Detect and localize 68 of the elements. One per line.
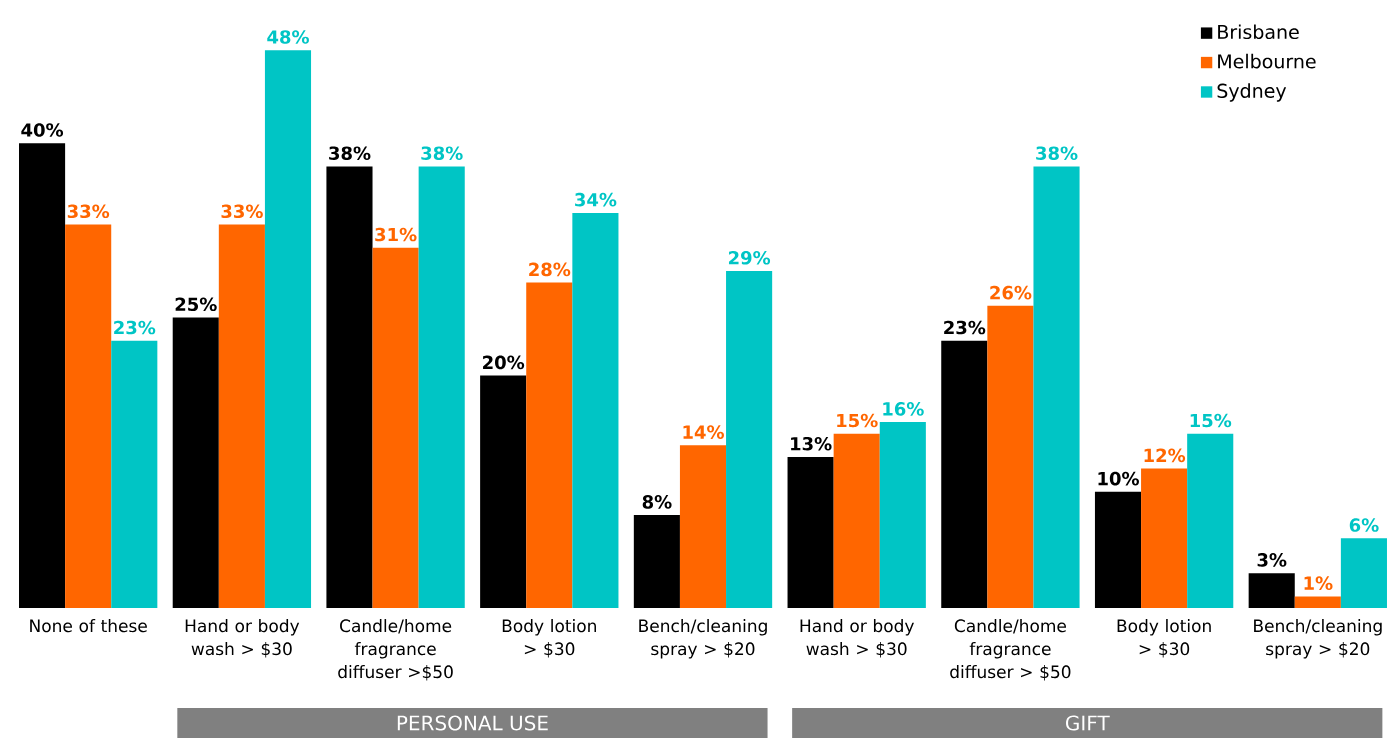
- bar: [480, 375, 527, 608]
- x-tick-label: Candle/home fragrance diffuser > $50: [950, 619, 1071, 681]
- bar: [218, 224, 265, 608]
- data-label: 38%: [421, 146, 463, 160]
- bar: [372, 247, 419, 608]
- bar: [679, 445, 727, 608]
- data-label: 38%: [1036, 146, 1078, 160]
- data-label: 34%: [575, 192, 617, 207]
- x-tick-label: Bench/cleaning spray > $20: [1254, 619, 1382, 659]
- x-tick-label: Hand or body wash > $30: [800, 619, 914, 658]
- legend-label: Sydney: [1217, 83, 1287, 102]
- bar: [941, 340, 988, 608]
- data-label: 40%: [21, 123, 64, 137]
- bar: [65, 224, 112, 608]
- bar: [787, 456, 834, 608]
- bar: [1187, 433, 1234, 608]
- data-label: 8%: [642, 495, 672, 509]
- bar: [326, 166, 373, 608]
- data-label: 3%: [1257, 553, 1287, 567]
- data-label: 20%: [483, 355, 525, 370]
- data-label: 31%: [375, 227, 417, 242]
- bar: [418, 166, 465, 608]
- data-label: 6%: [1349, 518, 1379, 532]
- legend-label: Brisbane: [1218, 24, 1299, 40]
- data-label: 25%: [175, 297, 217, 312]
- bar: [879, 422, 926, 608]
- bar: [526, 282, 573, 608]
- data-label: 26%: [990, 285, 1032, 300]
- data-label: 23%: [114, 320, 156, 335]
- bar: [633, 515, 680, 608]
- bar: [987, 305, 1034, 608]
- x-tick-label: Bench/cleaning spray > $20: [639, 619, 767, 659]
- data-label: 15%: [1190, 413, 1232, 428]
- bar: [264, 50, 312, 608]
- data-label: 38%: [329, 146, 371, 160]
- data-label: 16%: [883, 402, 924, 416]
- data-label: 10%: [1098, 471, 1139, 486]
- data-label: 33%: [67, 204, 110, 219]
- bar: [1141, 468, 1188, 608]
- legend-label: Melbourne: [1218, 53, 1316, 69]
- bar: [833, 433, 880, 608]
- x-tick-label: Candle/home fragrance diffuser >$50: [338, 619, 453, 681]
- data-label: 14%: [683, 425, 724, 439]
- data-label: 13%: [791, 436, 832, 451]
- text: PERSONAL USE: [397, 715, 548, 731]
- x-tick-label: None of these: [30, 619, 147, 633]
- bar: [172, 317, 219, 608]
- bar: [111, 340, 158, 608]
- data-label: 28%: [529, 262, 571, 277]
- bar: [726, 271, 773, 608]
- bar: [19, 143, 66, 608]
- bar: [1248, 573, 1295, 608]
- data-label: 12%: [1144, 448, 1186, 463]
- data-label: 1%: [1304, 576, 1333, 590]
- bar: [1094, 491, 1142, 608]
- x-tick-label: Body lotion > $30: [1117, 619, 1211, 658]
- bar: [572, 212, 619, 608]
- data-label: 48%: [267, 30, 309, 44]
- text: GIFT: [1066, 715, 1110, 731]
- bar: [1340, 538, 1387, 608]
- x-tick-label: Body lotion > $30: [502, 619, 596, 658]
- data-label: 15%: [837, 413, 878, 428]
- data-label: 29%: [728, 250, 771, 265]
- data-label: 23%: [944, 320, 986, 335]
- x-tick-label: Hand or body wash > $30: [185, 619, 300, 658]
- bar: [1033, 166, 1080, 608]
- data-label: 33%: [221, 204, 263, 219]
- bar: [1294, 596, 1341, 608]
